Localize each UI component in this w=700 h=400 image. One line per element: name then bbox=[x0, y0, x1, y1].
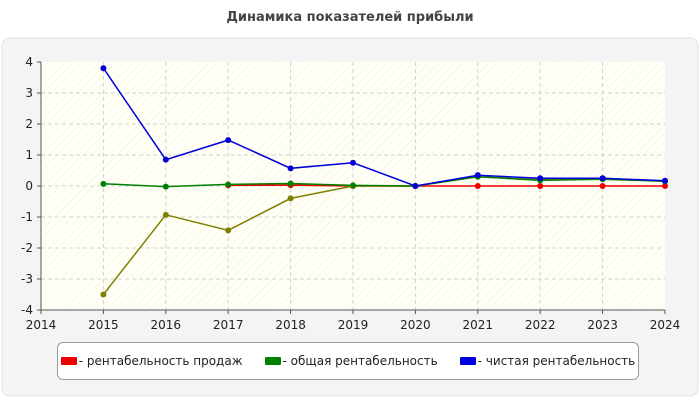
legend-label: - рентабельность продаж bbox=[78, 354, 243, 368]
data-point-3 bbox=[412, 183, 419, 189]
data-point-1 bbox=[225, 227, 232, 234]
legend-swatch bbox=[459, 357, 476, 365]
legend-label: - общая рентабельность bbox=[282, 354, 438, 368]
data-point-2 bbox=[100, 180, 107, 187]
x-tick-label: 2023 bbox=[587, 318, 618, 332]
x-tick-label: 2024 bbox=[650, 318, 681, 332]
data-point-2 bbox=[350, 182, 356, 189]
series-line-2 bbox=[103, 175, 666, 188]
x-tick-label: 2018 bbox=[275, 318, 306, 332]
data-point-3 bbox=[287, 165, 294, 172]
series-layer bbox=[100, 65, 668, 298]
data-point-1 bbox=[287, 195, 294, 202]
data-point-3 bbox=[225, 137, 232, 144]
x-tick-label: 2016 bbox=[151, 318, 182, 332]
x-tick-label: 2019 bbox=[338, 318, 369, 332]
data-point-3 bbox=[662, 177, 668, 184]
data-point-1 bbox=[100, 291, 107, 298]
y-tick-label: -3 bbox=[21, 272, 33, 286]
legend-swatch bbox=[264, 357, 281, 365]
data-point-3 bbox=[100, 65, 107, 72]
legend-item: - чистая рентабельность bbox=[459, 354, 636, 368]
data-point-3 bbox=[350, 159, 356, 166]
x-tick-label: 2015 bbox=[88, 318, 119, 332]
grid-layer bbox=[41, 62, 665, 310]
x-tick-label: 2020 bbox=[400, 318, 431, 332]
ticks-layer: 2014 2015 2016 2017 2018 2019 2020 2021 2022 2023… bbox=[21, 55, 680, 332]
y-tick-label: -4 bbox=[21, 303, 33, 317]
data-point-3 bbox=[162, 156, 169, 163]
data-point-2 bbox=[162, 183, 169, 190]
data-point-1 bbox=[162, 211, 169, 218]
data-point-2 bbox=[225, 181, 232, 188]
chart-title: Динамика показателей прибыли bbox=[226, 10, 474, 25]
data-point-3 bbox=[599, 175, 606, 182]
data-point-0 bbox=[537, 183, 544, 189]
data-point-3 bbox=[474, 172, 481, 179]
data-point-0 bbox=[599, 183, 606, 189]
y-tick-label: -2 bbox=[21, 241, 33, 255]
y-tick-label: 0 bbox=[25, 179, 33, 193]
x-tick-label: 2014 bbox=[26, 318, 57, 332]
x-tick-label: 2021 bbox=[463, 318, 494, 332]
y-tick-label: 3 bbox=[25, 86, 33, 100]
legend-item: - рентабельность продаж bbox=[60, 354, 243, 368]
legend-item: - общая рентабельность bbox=[264, 354, 438, 368]
y-tick-label: 4 bbox=[25, 55, 33, 69]
legend-swatch bbox=[60, 357, 77, 365]
y-tick-label: -1 bbox=[21, 210, 33, 224]
x-tick-label: 2022 bbox=[525, 318, 556, 332]
y-tick-label: 1 bbox=[25, 148, 33, 162]
data-point-3 bbox=[537, 175, 544, 182]
data-point-2 bbox=[287, 180, 294, 187]
legend: - рентабельность продаж - общая рентабель… bbox=[57, 342, 639, 380]
axes-layer bbox=[37, 61, 666, 314]
series-line-0 bbox=[228, 184, 665, 187]
series-line-3 bbox=[102, 67, 666, 187]
y-tick-label: 2 bbox=[25, 117, 33, 131]
x-tick-label: 2017 bbox=[213, 318, 244, 332]
legend-label: - чистая рентабельность bbox=[477, 354, 636, 368]
data-point-0 bbox=[474, 183, 481, 189]
data-point-0 bbox=[662, 183, 668, 189]
